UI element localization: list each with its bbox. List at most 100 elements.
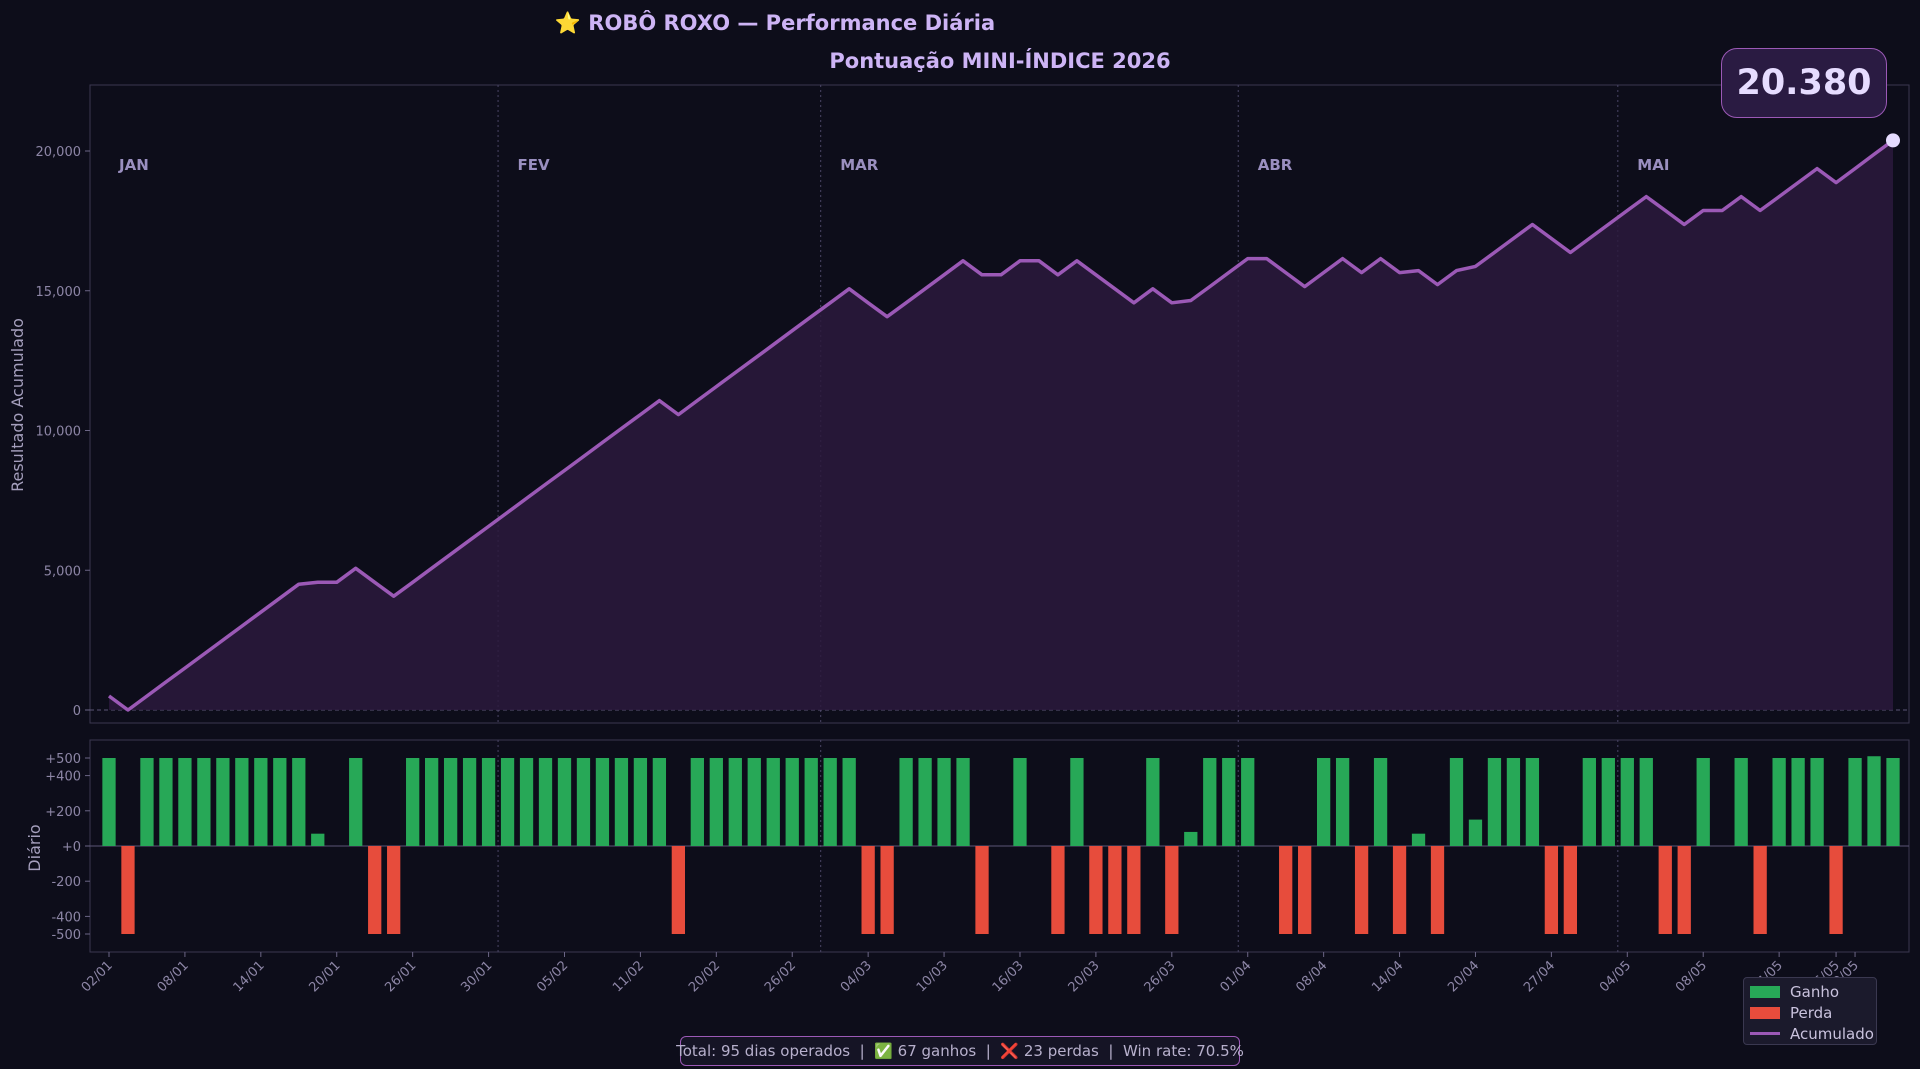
- chart-title: ⭐ ROBÔ ROXO — Performance Diária: [555, 10, 995, 35]
- gain-bar: [709, 758, 723, 846]
- gain-bar: [1184, 831, 1198, 846]
- x-tick-label: 01/04: [1217, 958, 1254, 995]
- gain-bar: [766, 758, 780, 846]
- chart-subtitle: Pontuação MINI-ÍNDICE 2026: [829, 48, 1170, 73]
- gain-bar: [576, 758, 591, 846]
- loss-bar: [1298, 846, 1312, 934]
- loss-bar: [861, 846, 875, 934]
- gain-bar: [1468, 819, 1483, 846]
- gain-bar: [140, 758, 154, 846]
- loss-bar: [121, 846, 135, 934]
- legend-cumulative-label: Acumulado: [1790, 1024, 1874, 1043]
- final-point-marker: [1886, 133, 1900, 148]
- gain-bar: [1734, 758, 1748, 846]
- x-tick-label: 08/04: [1293, 958, 1330, 995]
- gain-bar: [614, 758, 629, 846]
- gain-bar: [633, 758, 648, 846]
- legend-loss-label: Perda: [1790, 1003, 1833, 1022]
- gain-bar: [538, 758, 553, 846]
- gain-bar: [1582, 758, 1596, 846]
- gain-bar: [178, 758, 192, 846]
- gain-bar: [1411, 833, 1426, 846]
- loss-bar: [1051, 846, 1065, 934]
- x-tick-label: 26/01: [382, 958, 419, 995]
- gain-bar: [254, 758, 268, 846]
- loss-bar: [1392, 846, 1407, 934]
- y-tick-label: 20,000: [36, 145, 82, 160]
- loss-bar: [671, 846, 686, 934]
- gain-bar: [899, 758, 913, 846]
- gain-bar: [918, 758, 932, 846]
- gain-bar: [804, 758, 818, 846]
- legend-item-cumulative: Acumulado: [1750, 1023, 1874, 1044]
- x-tick-label: 26/02: [762, 958, 799, 995]
- gain-bar: [159, 758, 173, 846]
- gain-bar: [1791, 758, 1805, 846]
- gain-bar: [424, 758, 439, 846]
- gain-bar: [1241, 758, 1255, 846]
- x-tick-label: 30/01: [458, 958, 495, 995]
- y-axis-label-daily: Diário: [25, 824, 44, 871]
- loss-bar: [1829, 846, 1843, 934]
- gain-bar: [1886, 758, 1900, 846]
- stats-separator: |: [976, 1042, 1001, 1060]
- y-tick-label: +500: [45, 752, 81, 767]
- gain-bar: [1506, 758, 1521, 846]
- gain-bar: [1810, 758, 1824, 846]
- loss-bar: [1430, 846, 1445, 934]
- gain-bar: [1487, 758, 1502, 846]
- gain-bar: [842, 758, 856, 846]
- y-tick-label: 0: [73, 704, 81, 719]
- gain-bar: [273, 758, 287, 846]
- loss-bar: [1127, 846, 1141, 934]
- loss-bar: [1677, 846, 1691, 934]
- stats-separator: |: [850, 1042, 875, 1060]
- x-tick-label: 05/02: [534, 958, 571, 995]
- x-tick-label: 04/03: [838, 958, 875, 995]
- final-score-value: 20.380: [1736, 63, 1872, 103]
- month-label: MAI: [1637, 156, 1669, 174]
- y-tick-label: +0: [62, 840, 81, 855]
- x-tick-label: 14/04: [1369, 958, 1406, 995]
- y-tick-label: -200: [51, 875, 81, 890]
- gain-swatch: [1750, 985, 1780, 998]
- month-label: MAR: [840, 156, 879, 174]
- gain-bar: [500, 758, 515, 846]
- x-tick-label: 02/01: [79, 958, 116, 995]
- cumulative-area: [109, 140, 1893, 710]
- loss-bar: [1544, 846, 1559, 934]
- y-tick-label: -500: [51, 928, 81, 943]
- gain-bar: [1696, 758, 1710, 846]
- x-tick-label: 26/03: [1142, 958, 1179, 995]
- loss-bar: [975, 846, 989, 934]
- gain-bar: [292, 758, 306, 846]
- y-tick-label: +400: [45, 770, 81, 785]
- gain-bar: [197, 758, 211, 846]
- month-label: FEV: [518, 156, 550, 174]
- x-tick-label: 27/04: [1521, 958, 1558, 995]
- gain-bar: [311, 833, 325, 846]
- gain-bar: [481, 758, 496, 846]
- y-tick-label: 5,000: [44, 564, 81, 579]
- cumulative-swatch: [1750, 1032, 1780, 1035]
- x-axis: 02/01 08/01 14/01 20/01 26/01 30/01 05/02 11/02…: [79, 952, 1862, 995]
- gain-bar: [1335, 758, 1350, 846]
- x-tick-label: 20/03: [1066, 958, 1103, 995]
- legend-gain-label: Ganho: [1790, 982, 1840, 1001]
- gain-bar: [406, 758, 420, 846]
- gain-bar: [747, 758, 761, 846]
- loss-bar: [880, 846, 894, 934]
- x-tick-label: 20/04: [1445, 958, 1482, 995]
- gain-bar: [1316, 758, 1331, 846]
- gain-bar: [1222, 758, 1236, 846]
- gain-bar: [823, 758, 837, 846]
- y-tick-label: +200: [45, 805, 81, 820]
- y-tick-label: 15,000: [36, 285, 82, 300]
- gain-bar: [1848, 758, 1862, 846]
- gain-bar: [102, 758, 116, 846]
- gain-bar: [1070, 758, 1084, 846]
- stats-summary: Total: 95 dias operados | ✅ 67 ganhos | …: [676, 1036, 1244, 1066]
- y-tick-label: 10,000: [36, 425, 82, 440]
- gain-bar: [1373, 758, 1388, 846]
